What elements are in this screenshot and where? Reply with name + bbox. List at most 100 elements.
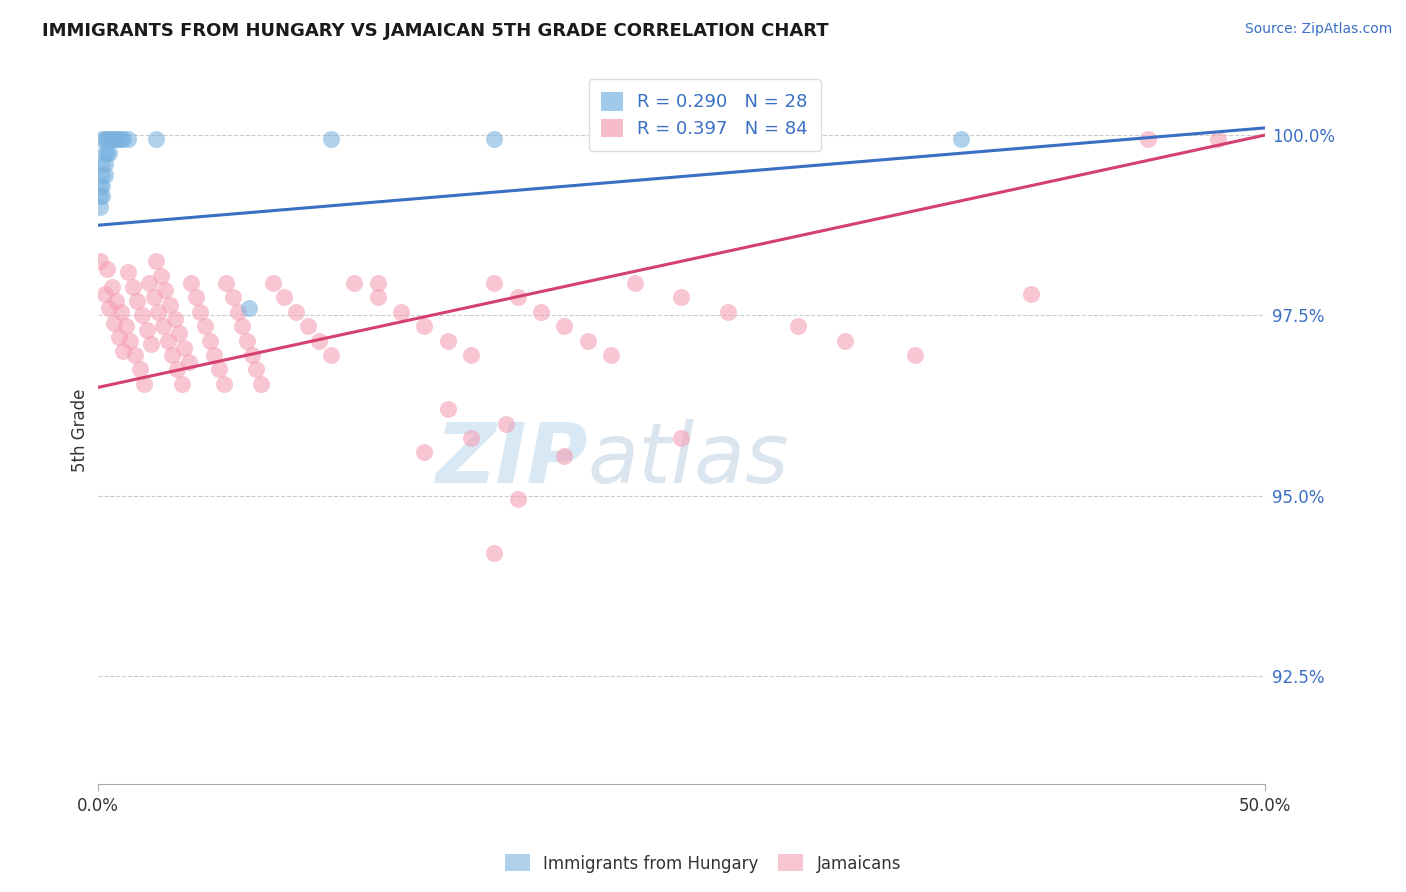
Point	[107, 330, 129, 344]
Point	[367, 290, 389, 304]
Point	[91, 132, 114, 146]
Point	[93, 146, 115, 161]
Point	[297, 319, 319, 334]
Point	[184, 290, 207, 304]
Point	[98, 301, 121, 315]
Point	[600, 348, 623, 362]
Point	[177, 355, 200, 369]
Point	[135, 323, 157, 337]
Point	[100, 279, 122, 293]
Point	[89, 254, 111, 268]
Point	[285, 305, 308, 319]
Point	[91, 189, 114, 203]
Point	[576, 334, 599, 348]
Point	[103, 132, 125, 146]
Point	[89, 200, 111, 214]
Legend: Immigrants from Hungary, Jamaicans: Immigrants from Hungary, Jamaicans	[498, 847, 908, 880]
Y-axis label: 5th Grade: 5th Grade	[72, 389, 89, 473]
Point	[173, 341, 195, 355]
Point	[240, 348, 263, 362]
Point	[343, 276, 366, 290]
Point	[159, 297, 181, 311]
Point	[98, 132, 121, 146]
Point	[141, 337, 163, 351]
Point	[170, 376, 193, 391]
Point	[152, 319, 174, 334]
Point	[128, 362, 150, 376]
Text: atlas: atlas	[588, 418, 789, 500]
Point	[91, 168, 114, 182]
Point	[506, 290, 529, 304]
Point	[89, 178, 111, 193]
Point	[231, 319, 253, 334]
Point	[308, 334, 330, 348]
Point	[1137, 132, 1160, 146]
Point	[138, 276, 160, 290]
Point	[436, 402, 458, 417]
Point	[107, 132, 129, 146]
Point	[91, 178, 114, 193]
Point	[114, 319, 136, 334]
Point	[110, 132, 132, 146]
Point	[413, 319, 436, 334]
Point	[93, 168, 115, 182]
Point	[93, 286, 115, 301]
Point	[98, 146, 121, 161]
Point	[188, 305, 211, 319]
Point	[145, 254, 167, 268]
Point	[389, 305, 412, 319]
Point	[484, 276, 506, 290]
Point	[484, 132, 506, 146]
Text: ZIP: ZIP	[436, 418, 588, 500]
Point	[145, 132, 167, 146]
Point	[148, 305, 170, 319]
Point	[484, 546, 506, 560]
Point	[460, 348, 482, 362]
Point	[553, 449, 575, 463]
Point	[273, 290, 295, 304]
Point	[91, 157, 114, 171]
Point	[623, 276, 645, 290]
Point	[495, 417, 517, 431]
Point	[117, 265, 139, 279]
Point	[110, 305, 132, 319]
Point	[131, 309, 153, 323]
Point	[163, 312, 186, 326]
Point	[413, 445, 436, 459]
Point	[367, 276, 389, 290]
Point	[162, 348, 184, 362]
Point	[134, 376, 156, 391]
Point	[1021, 286, 1043, 301]
Point	[194, 319, 217, 334]
Point	[112, 132, 135, 146]
Point	[226, 305, 249, 319]
Point	[669, 290, 692, 304]
Point	[319, 348, 342, 362]
Point	[669, 431, 692, 445]
Point	[121, 279, 143, 293]
Point	[156, 334, 179, 348]
Point	[105, 132, 128, 146]
Point	[103, 316, 125, 330]
Point	[950, 132, 973, 146]
Point	[212, 376, 235, 391]
Point	[166, 362, 188, 376]
Point	[93, 157, 115, 171]
Point	[202, 348, 225, 362]
Point	[96, 146, 118, 161]
Point	[506, 492, 529, 507]
Point	[553, 319, 575, 334]
Point	[100, 132, 122, 146]
Point	[238, 301, 260, 315]
Point	[222, 290, 245, 304]
Point	[245, 362, 267, 376]
Point	[904, 348, 927, 362]
Point	[117, 132, 139, 146]
Point	[93, 132, 115, 146]
Point	[142, 290, 165, 304]
Point	[180, 276, 202, 290]
Point	[169, 326, 191, 341]
Point	[319, 132, 342, 146]
Point	[834, 334, 856, 348]
Text: Source: ZipAtlas.com: Source: ZipAtlas.com	[1244, 22, 1392, 37]
